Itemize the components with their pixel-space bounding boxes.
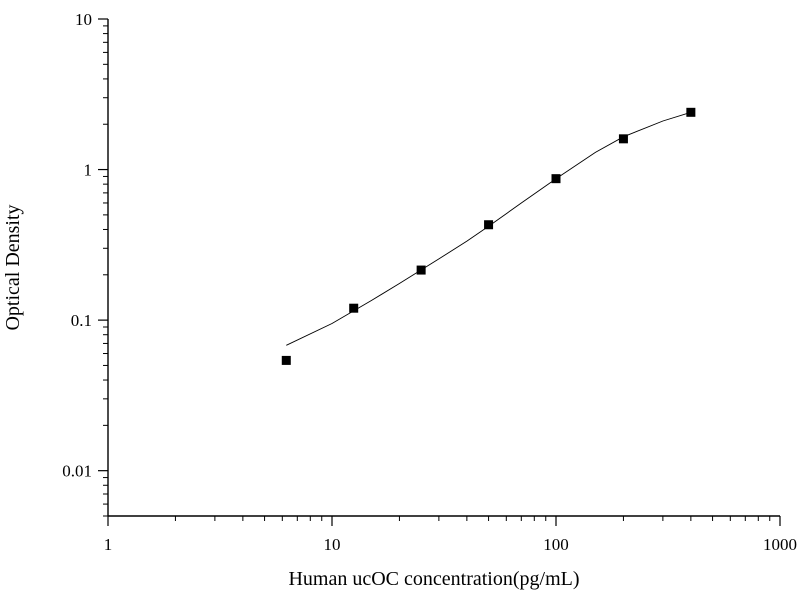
axes: 1 10 100 1000 0.01 0.1 1 10 — [62, 10, 797, 554]
y-tick-label: 0.01 — [62, 462, 92, 481]
y-tick-label: 0.1 — [71, 311, 92, 330]
x-axis-title: Human ucOC concentration(pg/mL) — [288, 568, 579, 590]
data-point — [686, 107, 696, 117]
data-point — [618, 134, 628, 144]
data-points — [281, 107, 696, 365]
y-axis-title: Optical Density — [2, 204, 24, 330]
x-tick-label: 100 — [543, 535, 569, 554]
data-point — [551, 174, 561, 184]
data-point — [484, 220, 494, 230]
x-tick-label: 1000 — [763, 535, 797, 554]
x-tick-label: 1 — [104, 535, 113, 554]
y-tick-label: 1 — [84, 161, 93, 180]
data-point — [349, 303, 359, 313]
y-tick-label: 10 — [75, 10, 92, 29]
data-point — [281, 355, 291, 365]
data-point — [416, 265, 426, 275]
x-tick-label: 10 — [324, 535, 341, 554]
